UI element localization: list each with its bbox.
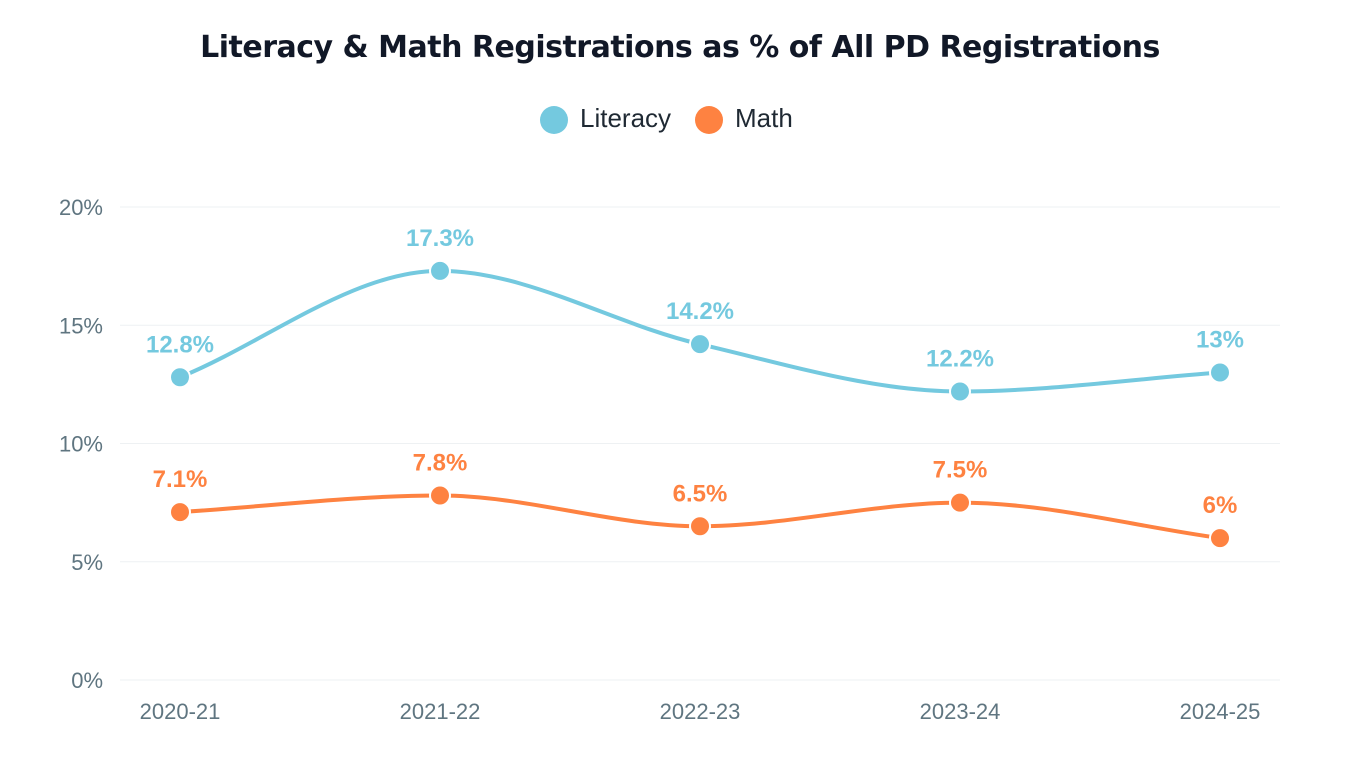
literacy-data-label: 12.2% xyxy=(926,345,994,372)
x-tick-label: 2021-22 xyxy=(400,699,481,724)
literacy-data-label: 13% xyxy=(1196,327,1244,354)
legend-marker xyxy=(695,106,723,134)
x-tick-label: 2020-21 xyxy=(140,699,221,724)
y-tick-label: 20% xyxy=(59,195,103,220)
literacy-point xyxy=(429,259,451,282)
x-tick-label: 2024-25 xyxy=(1180,699,1261,724)
math-data-label: 7.5% xyxy=(933,457,988,484)
x-tick-label: 2022-23 xyxy=(660,699,741,724)
math-data-label: 6% xyxy=(1203,492,1238,519)
math-point xyxy=(169,501,191,524)
literacy-point xyxy=(1209,361,1231,384)
y-tick-label: 5% xyxy=(71,550,103,575)
math-data-label: 7.8% xyxy=(413,450,468,477)
y-tick-label: 0% xyxy=(71,668,103,693)
legend-label: Math xyxy=(735,103,793,133)
x-tick-label: 2023-24 xyxy=(920,699,1001,724)
math-data-label: 6.5% xyxy=(673,480,728,507)
y-tick-label: 10% xyxy=(59,432,103,457)
literacy-line xyxy=(178,268,1222,394)
math-point xyxy=(429,484,451,507)
math-point xyxy=(949,491,971,514)
y-tick-label: 15% xyxy=(59,313,103,338)
chart-title: Literacy & Math Registrations as % of Al… xyxy=(200,30,1160,65)
legend-label: Literacy xyxy=(580,103,671,133)
literacy-data-label: 17.3% xyxy=(406,225,474,252)
literacy-data-label: 14.2% xyxy=(666,298,734,325)
math-data-label: 7.1% xyxy=(153,466,208,493)
literacy-point xyxy=(949,380,971,403)
literacy-data-label: 12.8% xyxy=(146,331,214,358)
math-point xyxy=(689,515,711,538)
literacy-point xyxy=(689,333,711,356)
literacy-point xyxy=(169,366,191,389)
math-point xyxy=(1209,527,1231,550)
legend-marker xyxy=(540,106,568,134)
